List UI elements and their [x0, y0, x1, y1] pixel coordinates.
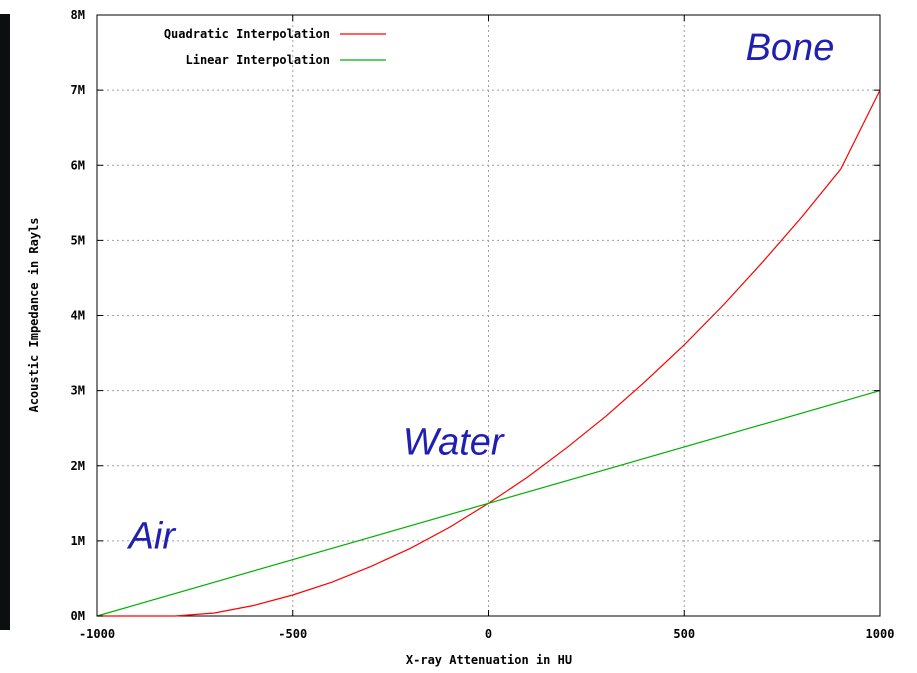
x-tick-label: 1000 — [866, 627, 895, 641]
annotation-water: Water — [403, 421, 505, 463]
y-tick-label: 6M — [71, 158, 85, 172]
annotation-layer: Bone Water Air — [127, 27, 835, 557]
y-tick-label: 1M — [71, 534, 85, 548]
x-tick-label: 500 — [673, 627, 695, 641]
x-tick-label: -500 — [278, 627, 307, 641]
tick-label-layer: -1000 -500 0 500 1000 0M 1M 2M 3M 4M 5M 6M 7M 8M — [71, 8, 895, 641]
y-tick-label: 3M — [71, 384, 85, 398]
y-tick-label: 7M — [71, 83, 85, 97]
y-tick-label: 2M — [71, 459, 85, 473]
x-axis-title: X-ray Attenuation in HU — [406, 653, 572, 667]
x-tick-label: -1000 — [79, 627, 115, 641]
legend-label-quadratic: Quadratic Interpolation — [164, 27, 330, 41]
legend-label-linear: Linear Interpolation — [186, 53, 331, 67]
series-line-quadratic — [97, 89, 881, 617]
y-tick-label: 4M — [71, 309, 85, 323]
legend: Quadratic Interpolation Linear Interpola… — [164, 27, 386, 67]
grid-layer — [97, 15, 880, 616]
y-tick-label: 8M — [71, 8, 85, 22]
annotation-bone: Bone — [746, 27, 835, 69]
y-tick-label: 5M — [71, 233, 85, 247]
x-tick-label: 0 — [485, 627, 492, 641]
series-line-linear — [96, 390, 881, 617]
y-axis-title: Acoustic Impedance in Rayls — [27, 217, 41, 412]
y-tick-label: 0M — [71, 609, 85, 623]
series-layer — [96, 89, 881, 617]
left-edge-strip — [0, 14, 10, 630]
annotation-air: Air — [127, 515, 177, 557]
